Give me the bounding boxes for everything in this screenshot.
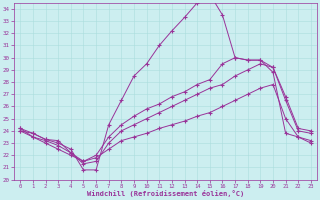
X-axis label: Windchill (Refroidissement éolien,°C): Windchill (Refroidissement éolien,°C) bbox=[87, 190, 244, 197]
